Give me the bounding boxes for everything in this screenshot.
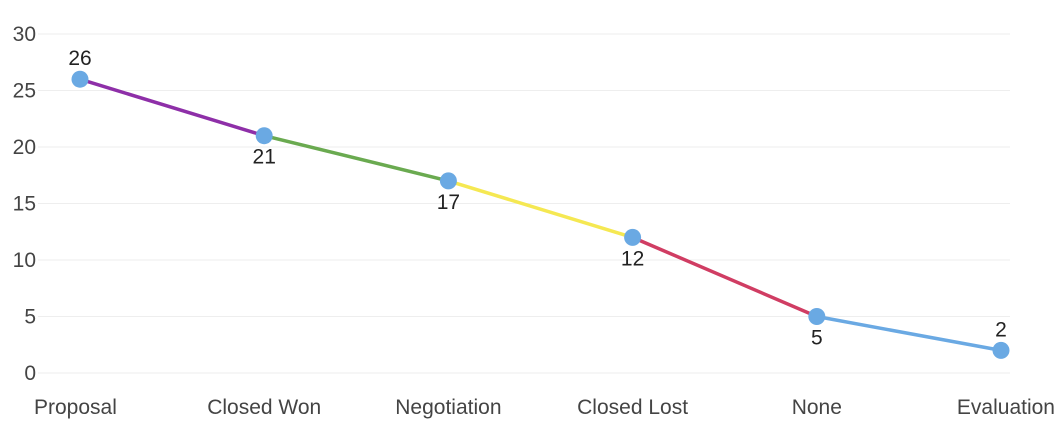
x-tick-label: Proposal [34, 396, 117, 419]
data-point [255, 127, 273, 145]
line-segment [446, 179, 635, 240]
data-label: 5 [811, 327, 823, 350]
data-label: 26 [68, 47, 91, 70]
data-label: 21 [253, 146, 276, 169]
y-tick-label: 25 [13, 80, 36, 103]
line-segment [815, 314, 1003, 353]
data-point [808, 308, 826, 325]
y-tick-label: 10 [13, 249, 36, 272]
x-tick-label: Negotiation [395, 396, 501, 419]
x-axis-ticks: Proposal Closed Won Negotiation Closed Lost… [34, 396, 1055, 419]
y-tick-label: 30 [13, 23, 36, 46]
y-axis-ticks: 0 5 10 15 20 25 30 [13, 23, 36, 385]
data-labels: 26 21 17 12 5 2 [68, 47, 1007, 349]
series-points [71, 70, 1010, 359]
gridlines [38, 33, 1010, 374]
x-tick-label: None [792, 396, 842, 419]
data-point [439, 172, 457, 190]
line-segment [630, 235, 819, 319]
data-point [624, 228, 642, 246]
x-tick-label: Evaluation [957, 396, 1055, 419]
y-tick-label: 15 [13, 193, 36, 216]
x-tick-label: Closed Lost [577, 396, 688, 419]
line-segment [78, 77, 266, 138]
y-tick-label: 20 [13, 136, 36, 159]
data-label: 12 [621, 247, 644, 270]
data-point [992, 341, 1010, 359]
y-tick-label: 0 [24, 362, 36, 385]
data-point [71, 70, 89, 88]
data-label: 2 [995, 318, 1007, 341]
line-segment [262, 133, 451, 183]
data-label: 17 [437, 191, 460, 214]
series-line [78, 77, 1003, 353]
y-tick-label: 5 [24, 306, 36, 329]
x-tick-label: Closed Won [207, 396, 321, 419]
